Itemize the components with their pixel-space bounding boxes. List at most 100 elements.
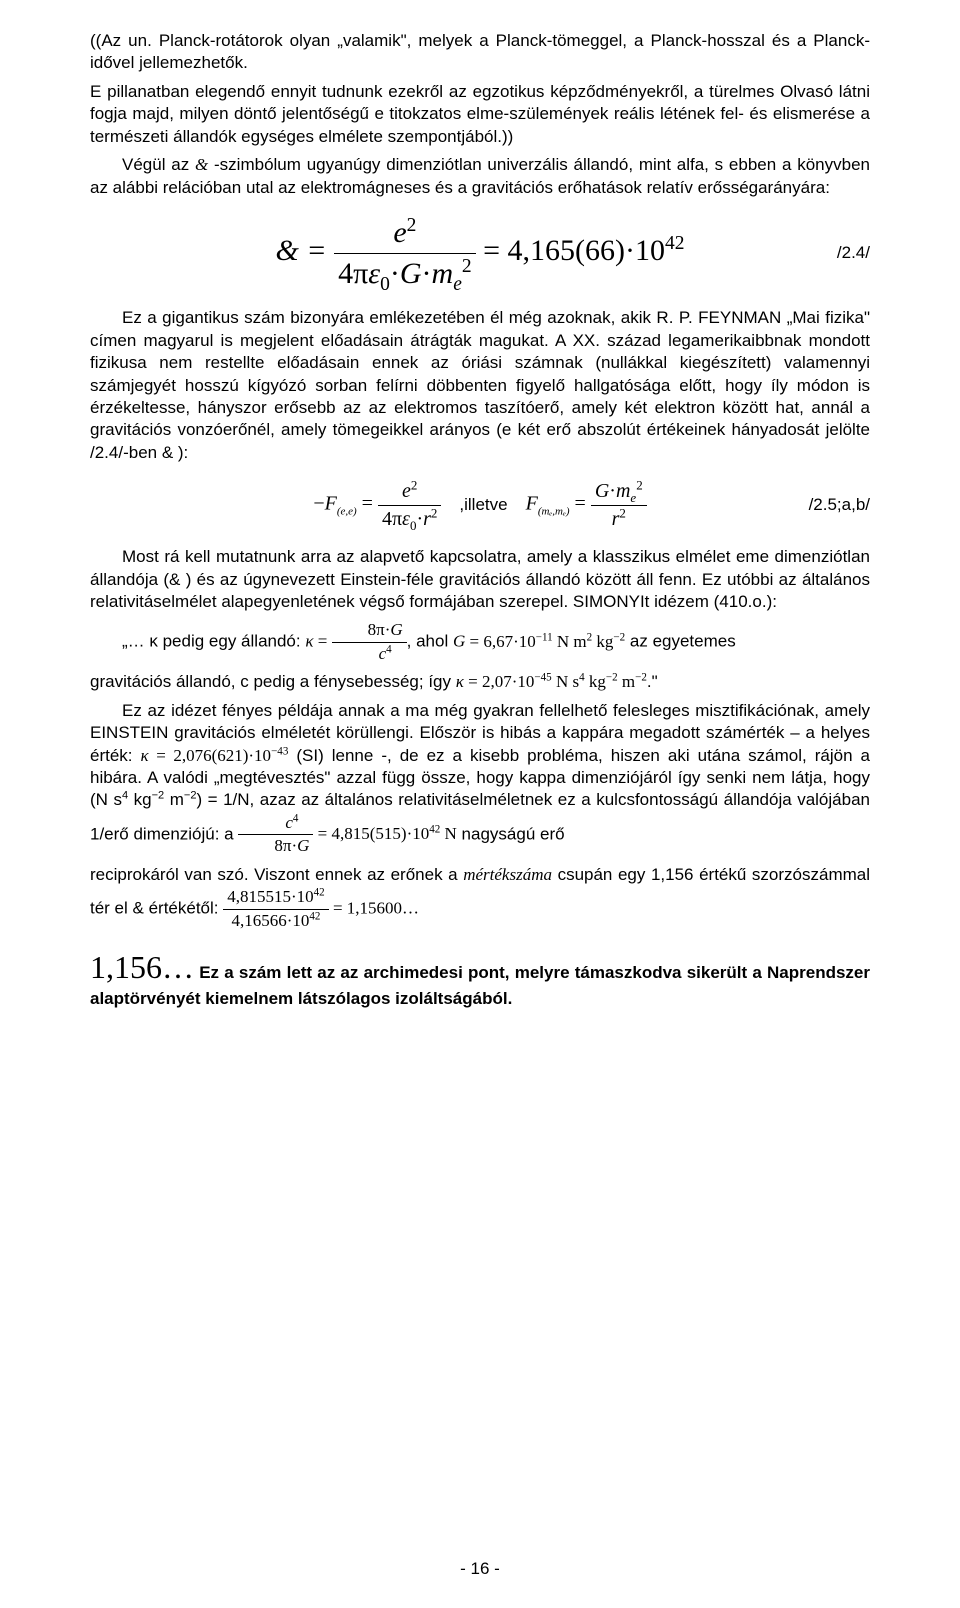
kappa: κ [456,672,464,691]
sup: −2 [152,790,165,802]
val: = 2,07·10−45 N s4 kg−2 m−2 [464,672,647,691]
Fsub: (e,e) [337,506,357,518]
u: kg [592,632,613,651]
num: e [393,216,406,249]
dot: · [609,480,616,502]
para-4: Ez a gigantikus szám bizonyára emlékezet… [90,307,870,464]
G: G [595,480,609,502]
para-2: E pillanatban elegendő ennyit tudnunk ez… [90,81,870,148]
para-10: 1,156… Ez a szám lett az az archimedesi … [90,946,870,1011]
v: = 2,07·10 [464,672,535,691]
text: kg [128,790,151,809]
s: 42 [314,887,325,899]
d: 4,16566·10 [231,911,309,930]
text: gravitációs állandó, c pedig a fénysebes… [90,672,456,691]
text: , ahol [407,632,453,651]
n: G [390,620,402,639]
m: m [616,480,630,502]
page: ((Az un. Planck-rotátorok olyan „valamik… [0,0,960,1608]
Gval: = 6,67·10−11 N m2 kg−2 [465,632,625,651]
num: e [402,480,411,502]
depssub: 0 [380,274,390,295]
bold-text: Ez a szám lett az az archimedesi pont, m… [90,963,870,1008]
u: N m [553,632,587,651]
text: reciprokáról van szó. Viszont ennek az e… [90,865,463,884]
sup: −2 [184,790,197,802]
kappa: κ [305,632,313,651]
d: 2 [431,505,438,520]
para-7: gravitációs állandó, c pedig a fénysebes… [90,671,870,693]
F: F [526,493,538,515]
page-number: - 16 - [0,1558,960,1580]
lhs: & = [276,234,327,267]
equation-2-4: & = e2 4πε0·G·me2 = 4,165(66)·1042 /2.4/ [90,213,870,293]
text: Végül az [122,155,195,174]
s: −2 [635,672,647,684]
minus: − [313,493,324,515]
eq-midtext: ,illetve [441,494,525,516]
d: 4 [382,508,392,530]
rhs: = 4,165(66)·1042 [483,234,684,267]
s: −2 [613,631,625,643]
result: = 1,15600… [329,899,419,918]
n: 4,815515·10 [227,887,313,906]
italic: mértékszáma [463,865,552,884]
eq-number: /2.4/ [837,242,870,264]
fraction: 4,815515·10424,16566·1042 [223,886,328,932]
fraction: c48π·G [238,812,313,858]
n: 8 [368,620,377,639]
fraction: e2 4πε0·r2 [378,478,441,532]
sup: 2 [636,478,643,493]
dot: · [422,257,432,290]
text: „… κ pedig egy állandó: [122,632,305,651]
dsup: 2 [462,256,472,277]
d: 8 [274,836,283,855]
para-3: Végül az & -szimbólum ugyanúgy dimenziót… [90,154,870,199]
d: r [423,508,431,530]
eq: = [314,632,332,651]
fraction: G·me2 r2 [591,478,647,532]
para-9: reciprokáról van szó. Viszont ennek az e… [90,864,870,932]
para-8: Ez az idézet fényes példája annak a ma m… [90,700,870,858]
dmsub: e [453,274,462,295]
v: = 6,67·10 [465,632,536,651]
dG: G [400,257,422,290]
d: ε [402,508,410,530]
c: c [285,813,293,832]
F: F [325,493,337,515]
para-6: „… κ pedig egy állandó: κ = 8π·Gc4, ahol… [90,619,870,665]
d1: 4 [338,257,353,290]
rhs-num: = 4,165(66)·10 [483,234,665,267]
text: az egyetemes [625,632,736,651]
val: = 2,076(621)·10−43 [149,746,289,765]
sup: 2 [407,215,417,236]
s: −2 [606,672,618,684]
u: kg [585,672,606,691]
text: ." [647,672,658,691]
eq-number: /2.5;a,b/ [809,494,870,516]
text: Ez a gigantikus szám bizonyára emlékezet… [90,308,870,462]
n: π [376,620,385,639]
v: = 2,076(621)·10 [149,746,271,765]
text: m [164,790,184,809]
equation-2-5: −F(e,e) = e2 4πε0·r2 ,illetve F(mₑ,mₑ) =… [90,478,870,532]
v: = 4,815(515)·10 [313,824,429,843]
eq25a: −F(e,e) = e2 4πε0·r2 [313,478,441,532]
rsup: 2 [619,505,626,520]
big-number: 1,156… [90,949,194,985]
u: m [618,672,635,691]
N: N [440,824,457,843]
text: nagyságú erő [457,824,565,843]
eq-content: & = e2 4πε0·G·me2 = 4,165(66)·1042 [276,213,685,293]
deps: ε [368,257,380,290]
d: π [392,508,402,530]
para-1: ((Az un. Planck-rotátorok olyan „valamik… [90,30,870,75]
s: 42 [309,910,320,922]
s: −11 [536,631,553,643]
fraction: 8π·Gc4 [332,619,407,665]
Fsub: (mₑ,mₑ) [538,506,570,518]
s: 4 [293,812,299,824]
s: −45 [534,672,551,684]
G: G [453,632,465,651]
para-5: Most rá kell mutatnunk arra az alapvető … [90,546,870,613]
